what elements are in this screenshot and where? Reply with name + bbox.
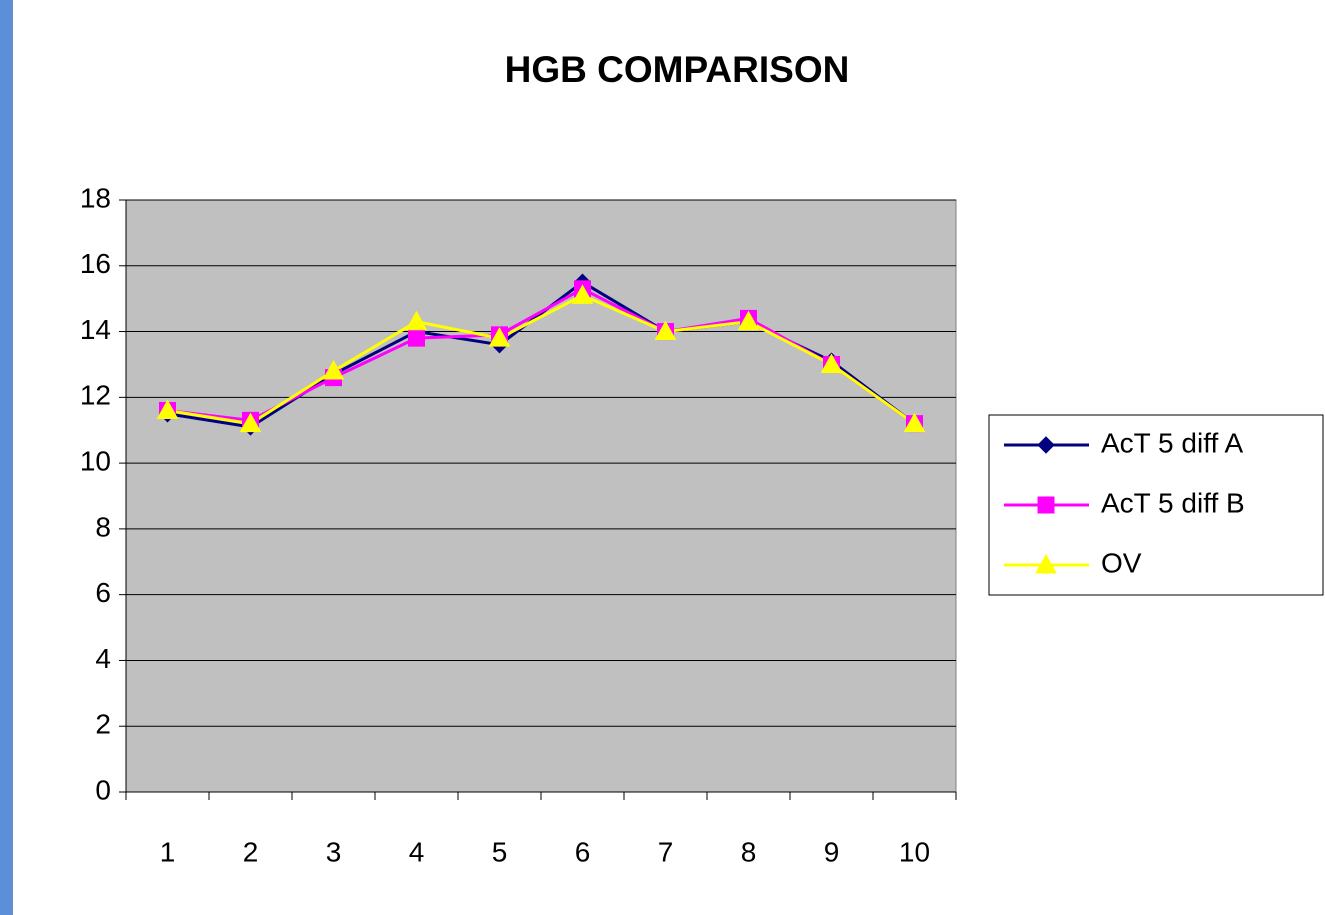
- y-tick-label: 6: [95, 577, 111, 608]
- data-point: [737, 310, 760, 331]
- y-tick-label: 2: [95, 709, 111, 740]
- data-point: [903, 412, 926, 433]
- x-tick-label: 7: [658, 836, 674, 867]
- y-tick-label: 14: [80, 314, 111, 345]
- x-tick-label: 4: [409, 836, 425, 867]
- legend-marker: [1037, 436, 1055, 454]
- x-tick-label: 3: [326, 836, 342, 867]
- x-tick-label: 5: [492, 836, 508, 867]
- data-point: [488, 327, 511, 347]
- y-tick-label: 8: [95, 511, 111, 542]
- legend-label: AcT 5 diff B: [1101, 487, 1245, 518]
- x-tick-label: 8: [741, 836, 757, 867]
- x-tick-label: 6: [575, 836, 591, 867]
- y-tick-label: 10: [80, 446, 111, 477]
- y-tick-label: 12: [80, 380, 111, 411]
- legend-label: AcT 5 diff A: [1101, 427, 1243, 458]
- x-tick-label: 9: [824, 836, 840, 867]
- data-point: [156, 399, 179, 419]
- x-tick-label: 10: [899, 836, 930, 867]
- chart-title: HGB COMPARISON: [505, 49, 850, 90]
- data-point: [571, 284, 594, 304]
- series-line: [167, 293, 916, 426]
- legend-marker: [1037, 496, 1055, 514]
- x-tick-label: 2: [243, 836, 259, 867]
- y-tick-label: 18: [80, 182, 111, 213]
- y-tick-label: 4: [95, 643, 111, 674]
- data-point: [405, 310, 428, 331]
- legend-label: OV: [1101, 547, 1142, 578]
- plot-area: [125, 199, 957, 793]
- data-point: [408, 329, 425, 347]
- data-point: [820, 353, 843, 373]
- data-point: [322, 359, 345, 380]
- x-tick-label: 1: [160, 836, 176, 867]
- data-point: [239, 412, 262, 433]
- data-point: [654, 320, 677, 341]
- chart-panel: HGB COMPARISON 0 2 4 6 8 10 12 14 16 18 1 2 3 4 5 6 7 8 9 1…: [12, 0, 1325, 915]
- legend-marker: [1035, 553, 1057, 574]
- y-tick-label: 0: [95, 774, 111, 805]
- y-tick-label: 16: [80, 248, 111, 279]
